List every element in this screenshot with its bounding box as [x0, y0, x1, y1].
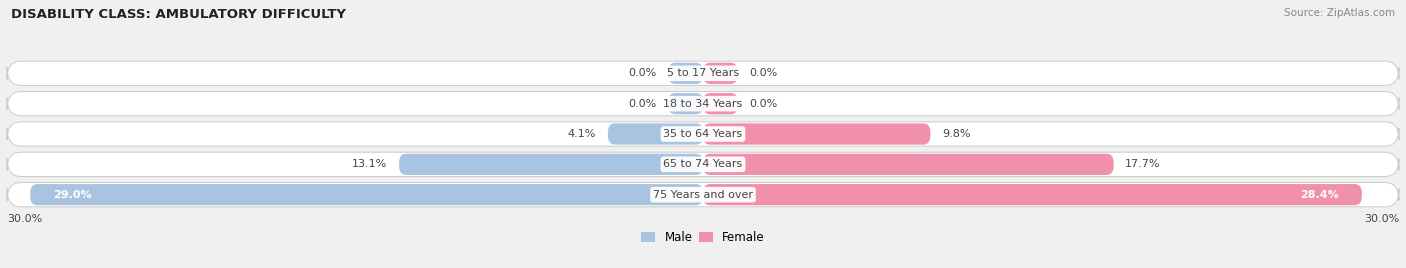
Text: 17.7%: 17.7% — [1125, 159, 1161, 169]
Text: Source: ZipAtlas.com: Source: ZipAtlas.com — [1284, 8, 1395, 18]
Text: DISABILITY CLASS: AMBULATORY DIFFICULTY: DISABILITY CLASS: AMBULATORY DIFFICULTY — [11, 8, 346, 21]
Text: 4.1%: 4.1% — [568, 129, 596, 139]
FancyBboxPatch shape — [7, 61, 1399, 85]
FancyBboxPatch shape — [7, 152, 1399, 176]
FancyBboxPatch shape — [703, 123, 931, 145]
Text: 75 Years and over: 75 Years and over — [652, 190, 754, 200]
Text: 65 to 74 Years: 65 to 74 Years — [664, 159, 742, 169]
FancyBboxPatch shape — [703, 63, 738, 84]
Text: 30.0%: 30.0% — [1364, 214, 1399, 224]
Text: 13.1%: 13.1% — [353, 159, 388, 169]
Text: 0.0%: 0.0% — [749, 99, 778, 109]
FancyBboxPatch shape — [703, 184, 1362, 205]
Text: 18 to 34 Years: 18 to 34 Years — [664, 99, 742, 109]
Legend: Male, Female: Male, Female — [641, 231, 765, 244]
FancyBboxPatch shape — [30, 184, 703, 205]
FancyBboxPatch shape — [7, 183, 1399, 207]
FancyBboxPatch shape — [668, 63, 703, 84]
FancyBboxPatch shape — [399, 154, 703, 175]
Text: 35 to 64 Years: 35 to 64 Years — [664, 129, 742, 139]
Text: 9.8%: 9.8% — [942, 129, 970, 139]
FancyBboxPatch shape — [703, 154, 1114, 175]
Text: 28.4%: 28.4% — [1301, 190, 1339, 200]
FancyBboxPatch shape — [668, 93, 703, 114]
Text: 29.0%: 29.0% — [53, 190, 91, 200]
FancyBboxPatch shape — [7, 122, 1399, 146]
Text: 0.0%: 0.0% — [749, 68, 778, 78]
FancyBboxPatch shape — [607, 123, 703, 145]
FancyBboxPatch shape — [703, 93, 738, 114]
Text: 0.0%: 0.0% — [628, 99, 657, 109]
Text: 30.0%: 30.0% — [7, 214, 42, 224]
Text: 5 to 17 Years: 5 to 17 Years — [666, 68, 740, 78]
FancyBboxPatch shape — [7, 92, 1399, 116]
Text: 0.0%: 0.0% — [628, 68, 657, 78]
